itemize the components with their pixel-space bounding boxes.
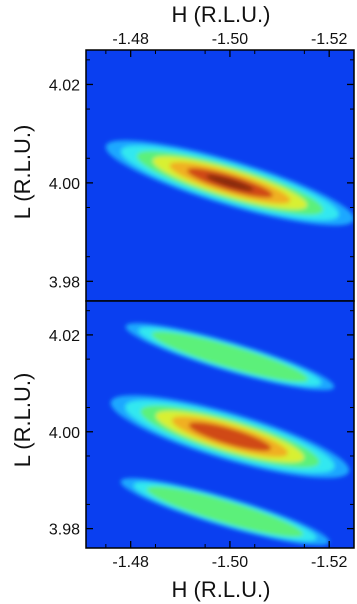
peak-contour	[188, 422, 272, 451]
bottom-x-axis-title: H (R.L.U.)	[172, 577, 271, 602]
top-x-axis-title: H (R.L.U.)	[172, 2, 271, 27]
heatmap-intensity	[110, 323, 350, 546]
peak-contour	[206, 174, 254, 192]
y-tick-label: 3.98	[49, 274, 80, 291]
y-tick-label: 4.00	[49, 176, 80, 193]
x-tick-label: -1.52	[311, 554, 348, 571]
peak-2	[120, 478, 330, 546]
top-heatmap-panel: -1.48 -1.50 -1.52 4.02 4.00 3.98	[49, 31, 355, 302]
y-tick-label: 4.02	[49, 328, 80, 345]
x-tick-label: -1.48	[112, 31, 149, 48]
bottom-y-axis-title: L (R.L.U.)	[10, 373, 35, 468]
y-tick-label: 4.02	[49, 77, 80, 94]
x-tick-label: -1.48	[112, 554, 149, 571]
bottom-heatmap-panel: -1.48 -1.50 -1.52 4.02 4.00 3.98	[49, 300, 355, 571]
y-tick-label: 4.00	[49, 425, 80, 442]
x-tick-label: -1.52	[311, 31, 348, 48]
top-y-axis-title: L (R.L.U.)	[10, 125, 35, 220]
plot-frame	[85, 300, 355, 549]
peak-1	[125, 323, 335, 391]
heatmap-intensity	[105, 140, 354, 226]
peak-contour	[151, 331, 309, 382]
x-tick-label: -1.50	[212, 31, 249, 48]
peak-contour	[146, 486, 304, 537]
peak-0	[110, 395, 350, 479]
x-tick-label: -1.50	[212, 554, 249, 571]
peak-0	[105, 140, 354, 226]
y-tick-label: 3.98	[49, 522, 80, 539]
